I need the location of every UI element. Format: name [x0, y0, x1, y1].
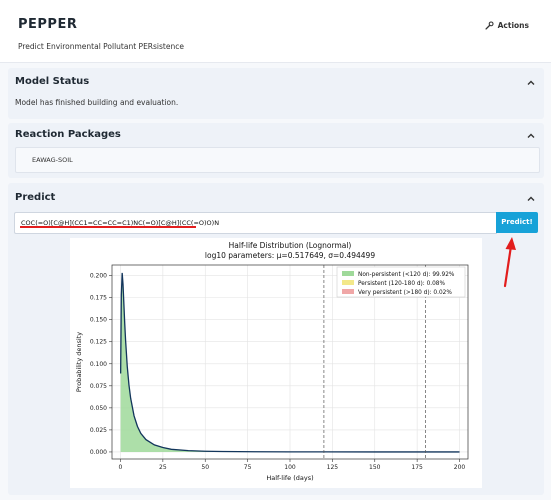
plot-frame — [111, 264, 469, 460]
x-axis-label: Half-life (days) — [266, 474, 313, 482]
smiles-value: COC(=O)[C@H](CC1=CC=CC=C1)NC(=O)[C@H](CC… — [21, 219, 220, 227]
smiles-input[interactable]: COC(=O)[C@H](CC1=CC=CC=C1)NC(=O)[C@H](CC… — [14, 212, 497, 234]
y-axis-label: Probability density — [75, 332, 83, 392]
legend-entry: Non-persistent (<120 d): 99.92% — [358, 272, 455, 278]
package-list: EAWAG-SOIL — [15, 147, 540, 173]
reaction-packages-panel: Reaction Packages EAWAG-SOIL — [8, 123, 544, 178]
red-underline-annotation — [20, 226, 196, 228]
legend-entry: Very persistent (>180 d): 0.02% — [358, 290, 452, 296]
x-tick-label: 175 — [411, 464, 423, 471]
x-tick-label: 0 — [119, 464, 123, 471]
y-tick-label: 0.200 — [90, 273, 107, 280]
chevron-up-icon[interactable] — [526, 194, 536, 204]
legend-entry: Persistent (120-180 d): 0.08% — [358, 281, 445, 287]
x-tick-label: 50 — [201, 464, 209, 471]
y-tick-label: 0.000 — [90, 449, 107, 456]
reaction-packages-heading[interactable]: Reaction Packages — [15, 129, 121, 140]
y-tick-label: 0.175 — [90, 295, 107, 302]
chevron-up-icon[interactable] — [526, 78, 536, 88]
chart-title: Half-life Distribution (Lognormal) — [229, 241, 352, 250]
x-tick-label: 200 — [454, 464, 466, 471]
app-header: PEPPER Predict Environmental Pollutant P… — [0, 0, 551, 63]
x-tick-label: 25 — [159, 464, 167, 471]
legend-swatch — [342, 271, 354, 276]
y-tick-label: 0.100 — [90, 361, 107, 368]
model-status-panel: Model Status Model has finished building… — [8, 68, 544, 119]
actions-button[interactable]: Actions — [485, 21, 529, 30]
x-tick-label: 150 — [369, 464, 381, 471]
package-item[interactable]: EAWAG-SOIL — [32, 156, 73, 164]
wrench-icon — [485, 21, 494, 30]
y-tick-label: 0.075 — [90, 383, 107, 390]
density-curve — [119, 272, 460, 453]
chart-legend: Non-persistent (<120 d): 99.92% Persisten… — [336, 266, 466, 298]
y-tick-label: 0.050 — [90, 405, 107, 412]
x-tick-label: 125 — [327, 464, 339, 471]
predict-button[interactable]: Predict! — [496, 212, 538, 233]
half-life-chart: Half-life Distribution (Lognormal) log10 … — [70, 238, 482, 488]
legend-box — [336, 266, 466, 298]
y-tick-label: 0.150 — [90, 317, 107, 324]
x-tick-label: 75 — [244, 464, 252, 471]
predict-heading[interactable]: Predict — [15, 192, 56, 203]
y-tick-label: 0.125 — [90, 339, 107, 346]
chart-subtitle: log10 parameters: μ=0.517649, σ=0.494499 — [205, 251, 375, 260]
app-title: PEPPER — [18, 17, 78, 32]
model-status-text: Model has finished building and evaluati… — [15, 98, 179, 107]
model-status-heading[interactable]: Model Status — [15, 76, 90, 87]
y-tick-label: 0.025 — [90, 427, 107, 434]
chevron-up-icon[interactable] — [526, 131, 536, 141]
actions-label: Actions — [497, 21, 529, 30]
legend-swatch — [342, 280, 354, 285]
app-subtitle: Predict Environmental Pollutant PERsiste… — [18, 42, 184, 51]
chart-svg: Half-life Distribution (Lognormal)log10 … — [75, 241, 469, 482]
legend-swatch — [342, 289, 354, 294]
red-arrow-annotation — [503, 237, 516, 288]
x-tick-label: 100 — [284, 464, 296, 471]
